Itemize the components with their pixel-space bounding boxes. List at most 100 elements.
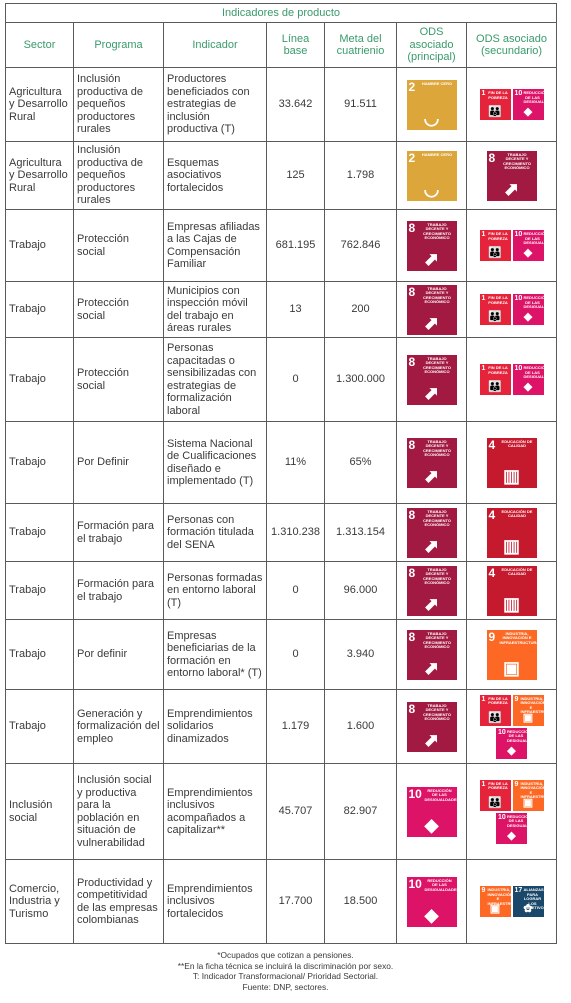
sdg-number: 10: [498, 728, 506, 736]
table-row: Trabajo Por definir Empresas beneficiarias…: [5, 619, 558, 690]
sdg-number: 10: [514, 365, 523, 372]
ods-secundario-cell: 4 EDUCACIÓN DE CALIDAD ▥: [465, 421, 558, 504]
growth-chart-icon: ⬈: [503, 178, 520, 199]
sdg-number: 8: [408, 565, 416, 580]
footnote: **En la ficha técnica se incluirá la dis…: [177, 960, 394, 971]
ods-principal-cell: 2 HAMBRE CERO ◡: [396, 67, 467, 142]
equality-icon: ◆: [523, 247, 533, 260]
sector-cell: Trabajo: [5, 503, 74, 562]
sdg-title: FIN DE LA POBREZA: [488, 780, 508, 790]
programa-cell: Inclusión social y productiva para la po…: [73, 763, 164, 860]
sdg-number: 10: [514, 231, 523, 238]
sdg-number: 8: [408, 701, 416, 716]
growth-chart-icon: ⬈: [423, 312, 440, 333]
table-row: Trabajo Protección social Empresas afiliad…: [5, 209, 558, 282]
linea-base-cell: 45.707: [266, 763, 325, 860]
equality-icon: ◆: [507, 744, 516, 757]
book-icon: ▥: [502, 535, 521, 556]
family-icon: 👪: [488, 247, 502, 260]
ods-principal-cell: 8 TRABAJO DECENTE Y CRECIMIENTO ECONÓMICO…: [396, 619, 467, 690]
sector-cell: Trabajo: [5, 619, 74, 690]
linea-base-cell: 13: [266, 281, 325, 338]
sdg-title: FIN DE LA POBREZA: [488, 90, 508, 100]
sdg-8-tile: 8 TRABAJO DECENTE Y CRECIMIENTO ECONÓMICO…: [486, 150, 537, 201]
cubes-icon: ▣: [522, 711, 534, 724]
sdg-title: FIN DE LA POBREZA: [488, 695, 508, 705]
programa-cell: Formación para el trabajo: [73, 561, 164, 620]
sdg-title: EDUCACIÓN DE CALIDAD: [501, 438, 533, 448]
equality-icon: ◆: [523, 106, 533, 119]
sdg-tile-group: 1 FIN DE LA POBREZA 👪 9 INDUSTRIA, INNOVACIÓ…: [479, 779, 544, 844]
footnote: *Ocupados que cotizan a pensiones.: [217, 950, 354, 960]
sdg-title: REDUCCIÓN DE LAS DESIGUALDADES: [523, 295, 544, 309]
linea-base-cell: 0: [266, 561, 325, 620]
meta-cell: 18.500: [324, 859, 397, 944]
programa-cell: Protección social: [73, 337, 164, 422]
sdg-number: 9: [488, 629, 496, 644]
sdg-number: 1: [481, 365, 486, 372]
sdg-number: 8: [408, 220, 416, 235]
linea-base-cell: 17.700: [266, 859, 325, 944]
header-ods-principal: ODS asociado (principal): [396, 22, 467, 68]
sdg-title: REDUCCIÓN DE LAS DESIGUALDADES: [424, 877, 457, 892]
ods-secundario-cell: 8 TRABAJO DECENTE Y CRECIMIENTO ECONÓMICO…: [465, 141, 558, 210]
footnote: Fuente: DNP, sectores.: [242, 981, 329, 992]
sdg-title: INDUSTRIA, INNOVACIÓN E INFRAESTRUCTURA: [487, 887, 511, 906]
sdg-title: TRABAJO DECENTE Y CRECIMIENTO ECONÓMICO: [423, 702, 451, 721]
table-row: Trabajo Generación y formalización del em…: [5, 689, 558, 764]
sdg-2-tile: 2 HAMBRE CERO ◡: [406, 79, 457, 130]
meta-cell: 91.511: [324, 67, 397, 142]
book-icon: ▥: [502, 465, 521, 486]
programa-cell: Formación para el trabajo: [73, 503, 164, 562]
linea-base-cell: 11%: [266, 421, 325, 504]
sdg-number: 8: [408, 629, 416, 644]
sdg-number: 1: [481, 695, 486, 703]
header-indicador: Indicador: [163, 22, 267, 68]
ods-principal-cell: 8 TRABAJO DECENTE Y CRECIMIENTO ECONÓMICO…: [396, 337, 467, 422]
ods-principal-cell: 10 REDUCCIÓN DE LAS DESIGUALDADES ◆: [396, 763, 467, 860]
sector-cell: Trabajo: [5, 561, 74, 620]
family-icon: 👪: [488, 106, 502, 119]
linea-base-cell: 125: [266, 141, 325, 210]
sdg-number: 10: [514, 295, 523, 302]
sdg-title: TRABAJO DECENTE Y CRECIMIENTO ECONÓMICO: [423, 221, 451, 240]
equality-icon: ◆: [523, 311, 533, 324]
meta-cell: 200: [324, 281, 397, 338]
sdg-8-tile: 8 TRABAJO DECENTE Y CRECIMIENTO ECONÓMICO…: [406, 220, 457, 271]
sdg-number: 8: [408, 437, 416, 452]
sdg-number: 10: [408, 786, 422, 801]
indicador-cell: Sistema Nacional de Cualificaciones dise…: [163, 421, 267, 504]
equality-icon: ◆: [507, 829, 516, 842]
growth-chart-icon: ⬈: [423, 657, 440, 678]
table-row: Trabajo Formación para el trabajo Personas…: [5, 503, 558, 562]
sdg-number: 4: [488, 565, 496, 580]
family-icon: 👪: [488, 311, 502, 324]
ods-principal-cell: 8 TRABAJO DECENTE Y CRECIMIENTO ECONÓMICO…: [396, 689, 467, 764]
sdg-tile-group: 1 FIN DE LA POBREZA 👪 9 INDUSTRIA, INNOVACIÓ…: [479, 694, 544, 759]
sdg-number: 1: [481, 780, 486, 788]
sdg-title: REDUCCIÓN DE LAS DESIGUALDADES: [424, 787, 457, 802]
indicador-cell: Emprendimientos solidarios dinamizados: [163, 689, 267, 764]
sdg-number: 8: [408, 284, 416, 299]
sdg-2-tile: 2 HAMBRE CERO ◡: [406, 150, 457, 201]
sdg-4-tile: 4 EDUCACIÓN DE CALIDAD ▥: [486, 437, 537, 488]
sector-cell: Trabajo: [5, 421, 74, 504]
growth-chart-icon: ⬈: [423, 535, 440, 556]
programa-cell: Productividad y competitividad de las em…: [73, 859, 164, 944]
ods-principal-cell: 8 TRABAJO DECENTE Y CRECIMIENTO ECONÓMICO…: [396, 209, 467, 282]
indicador-cell: Municipios con inspección móvil del trab…: [163, 281, 267, 338]
family-icon: 👪: [488, 381, 502, 394]
sdg-number: 1: [481, 295, 486, 302]
